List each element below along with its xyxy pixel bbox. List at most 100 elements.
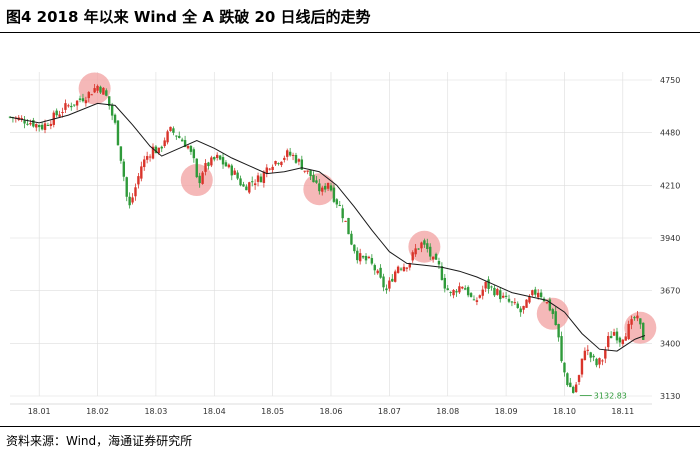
candle-body [344, 220, 347, 222]
candle-body [426, 243, 429, 249]
candle-body [446, 288, 449, 290]
candle-body [70, 105, 73, 108]
candle-body [84, 100, 88, 104]
candle-body [382, 276, 385, 288]
x-tick-label: 18.05 [261, 407, 284, 416]
ma20-line [9, 102, 646, 352]
candle-body [61, 111, 64, 113]
candle-body [347, 217, 350, 235]
title-divider [0, 32, 700, 33]
candle-body [294, 154, 298, 163]
x-axis-ticks: 18.01 18.02 18.03 18.04 18.05 18.06 18.07 18.08… [28, 407, 635, 416]
candle-body [154, 146, 158, 154]
candle-body [29, 122, 32, 125]
candle-body [265, 167, 268, 174]
x-tick-label: 18.03 [144, 407, 167, 416]
candle-body [370, 258, 374, 264]
candle-body [440, 266, 444, 280]
candle-body [49, 123, 53, 127]
candle-body [420, 242, 423, 249]
candle-body [218, 155, 222, 160]
candle-body [604, 349, 607, 359]
candle-body [507, 298, 511, 302]
candle-body [160, 146, 163, 149]
candle-body [385, 288, 388, 291]
candle-body [627, 323, 630, 340]
candle-body [297, 159, 301, 162]
candle-body [253, 183, 257, 185]
candle-body [157, 147, 161, 154]
candle-body [26, 123, 29, 125]
y-tick-label: 3400 [660, 339, 680, 348]
candle-body [312, 174, 315, 183]
candle-body [175, 135, 178, 137]
candle-body [367, 256, 371, 259]
candle-body [137, 176, 140, 185]
candle-body [207, 162, 210, 167]
candle-body [464, 288, 467, 290]
candle-body [128, 196, 131, 206]
candle-body [40, 124, 44, 130]
candle-body [183, 140, 187, 148]
candle-body [116, 120, 120, 146]
candle-body [37, 124, 41, 128]
candle-body [286, 150, 289, 157]
candle-body [221, 157, 225, 165]
candle-body [233, 170, 236, 175]
candle-body [262, 171, 266, 183]
candle-body [125, 177, 128, 197]
candle-body [466, 287, 470, 296]
breakdown-marker [180, 164, 213, 197]
candle-body [554, 311, 557, 326]
candle-body [151, 146, 155, 159]
candle-body [236, 172, 239, 179]
candle-body [373, 265, 376, 271]
candle-body [598, 358, 601, 365]
candle-body [475, 300, 479, 302]
candle-body [55, 110, 58, 116]
breakdown-highlights [78, 72, 657, 344]
candle-body [32, 120, 35, 127]
candle-body [105, 90, 108, 96]
candle-body [364, 255, 368, 261]
candle-body [388, 280, 391, 289]
candle-body [309, 170, 312, 177]
candle-body [536, 292, 540, 298]
candle-body [437, 260, 441, 265]
candlestick-series [8, 83, 645, 394]
candle-body [639, 318, 642, 325]
figure-title: 图4 2018 年以来 Wind 全 A 跌破 20 日线后的走势 [6, 8, 371, 26]
candle-body [230, 165, 233, 176]
candle-body [315, 180, 318, 183]
candle-body [99, 86, 102, 93]
candle-body [198, 175, 201, 184]
candle-body [545, 302, 549, 304]
candle-body [586, 349, 589, 351]
candle-body [493, 287, 496, 296]
candle-body [341, 208, 344, 219]
candle-body [172, 128, 175, 133]
candle-body [429, 246, 432, 257]
candle-body [140, 166, 143, 179]
candle-body [449, 291, 452, 293]
candle-body [148, 156, 152, 158]
candle-body [583, 350, 587, 361]
candle-body [642, 322, 645, 340]
candle-body [391, 278, 394, 282]
candle-body [35, 124, 38, 128]
candle-body [484, 281, 487, 289]
candle-body [186, 145, 190, 149]
candle-body [379, 267, 382, 278]
candle-body [169, 126, 172, 131]
candle-body [528, 296, 531, 303]
candle-body [119, 146, 123, 161]
candle-body [277, 163, 280, 165]
x-tick-label: 18.07 [378, 407, 401, 416]
candle-body [572, 386, 575, 393]
candle-body [215, 154, 219, 159]
candle-body [204, 163, 207, 172]
candle-body [58, 114, 61, 117]
y-tick-label: 4750 [660, 76, 680, 85]
candle-body [601, 360, 604, 362]
